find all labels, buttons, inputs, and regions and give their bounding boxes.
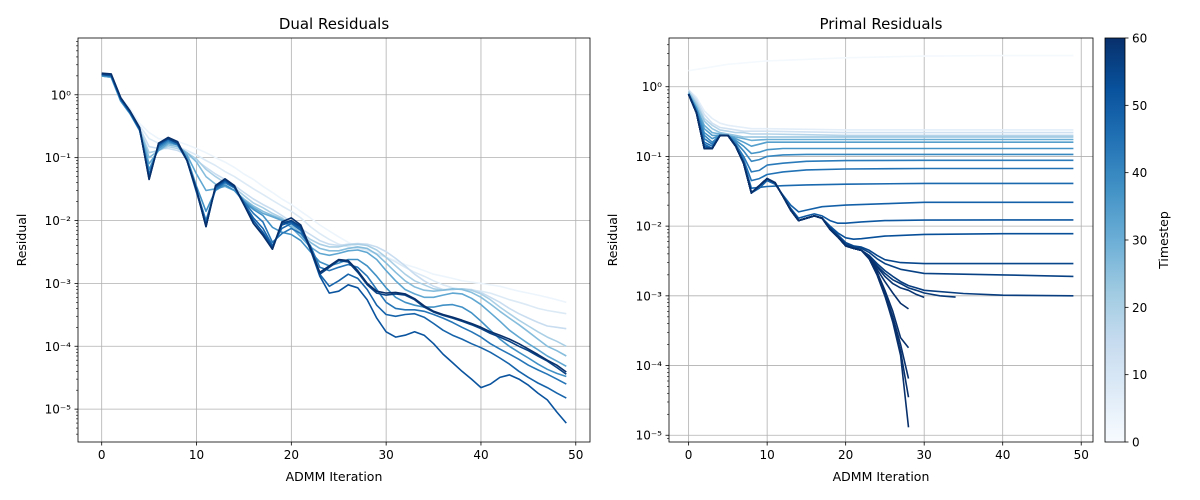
series-lines xyxy=(687,54,1074,428)
series-lines xyxy=(101,72,567,424)
x-tick-label: 20 xyxy=(284,448,299,462)
series-line xyxy=(688,54,1074,72)
series-line xyxy=(687,89,1074,134)
series-line xyxy=(101,73,567,399)
y-tick-label: 10⁻² xyxy=(45,214,72,228)
y-tick-label: 10⁰ xyxy=(642,80,662,94)
series-line xyxy=(101,75,567,378)
y-axis-label: Residual xyxy=(605,214,620,267)
y-tick-label: 10⁻² xyxy=(636,220,663,234)
colorbar-tick-label: 40 xyxy=(1132,166,1147,180)
series-line xyxy=(687,93,1074,155)
x-tick-label: 10 xyxy=(760,448,775,462)
colorbar-tick-label: 30 xyxy=(1132,234,1147,248)
y-tick-label: 10⁻⁵ xyxy=(45,403,72,417)
series-line xyxy=(687,93,1074,173)
primal-residuals-panel: 0 10 20 30 40 50 10⁻⁵ 10⁻⁴ 10⁻³ 10⁻² 10⁻¹ 10⁰ Primal… xyxy=(605,15,1094,484)
series-line xyxy=(101,75,567,330)
series-line xyxy=(687,93,1074,163)
series-line xyxy=(688,89,1074,131)
x-tick-label: 50 xyxy=(568,448,583,462)
y-tick-label: 10⁻¹ xyxy=(45,151,72,165)
x-tick-label: 10 xyxy=(189,448,204,462)
colorbar-tick-label: 0 xyxy=(1132,436,1140,450)
colorbar-label: Timestep xyxy=(1156,211,1171,270)
chart-title: Primal Residuals xyxy=(819,15,942,33)
colorbar-tick-label: 10 xyxy=(1132,368,1147,382)
grid xyxy=(78,38,590,442)
x-tick-label: 30 xyxy=(917,448,932,462)
series-line xyxy=(101,75,567,348)
series-line xyxy=(687,93,910,428)
x-axis-label: ADMM Iteration xyxy=(286,469,383,484)
series-line xyxy=(101,75,567,368)
x-tick-label: 40 xyxy=(473,448,488,462)
series-line xyxy=(687,91,1074,138)
x-tick-label: 20 xyxy=(838,448,853,462)
axes-frame xyxy=(77,37,591,443)
colorbar-gradient xyxy=(1104,37,1126,443)
series-line xyxy=(687,91,1074,137)
axes-frame xyxy=(668,37,1094,443)
series-line xyxy=(687,93,1074,147)
series-line xyxy=(101,75,567,315)
series-line xyxy=(101,75,567,357)
series-line xyxy=(687,93,1074,278)
dual-residuals-panel: 0 10 20 30 40 50 10⁻⁵ 10⁻⁴ 10⁻³ 10⁻² 10⁻¹ 10⁰ Dual R… xyxy=(14,15,591,484)
x-tick-label: 0 xyxy=(685,448,693,462)
series-line xyxy=(101,73,567,385)
chart-title: Dual Residuals xyxy=(279,15,390,33)
series-line xyxy=(101,73,567,375)
y-tick-label: 10⁻⁴ xyxy=(636,359,663,373)
series-line xyxy=(687,93,1074,297)
colorbar-tick-label: 50 xyxy=(1132,99,1147,113)
x-tick-label: 30 xyxy=(379,448,394,462)
y-tick-label: 10⁻³ xyxy=(636,289,663,303)
series-line xyxy=(687,93,1074,213)
series-line xyxy=(687,93,1074,142)
series-line xyxy=(101,72,567,373)
series-line xyxy=(687,93,1074,265)
series-line xyxy=(101,73,567,424)
y-tick-label: 10⁻³ xyxy=(45,277,72,291)
grid xyxy=(669,38,1093,442)
y-tick-label: 10⁻⁵ xyxy=(636,429,663,443)
y-tick-label: 10⁰ xyxy=(51,88,71,102)
series-line xyxy=(687,93,909,310)
x-tick-label: 50 xyxy=(1074,448,1089,462)
colorbar-tick-label: 60 xyxy=(1132,32,1147,46)
x-axis-label: ADMM Iteration xyxy=(833,469,930,484)
x-tick-label: 0 xyxy=(98,448,106,462)
y-axis-label: Residual xyxy=(14,214,29,267)
timestep-colorbar: 0 10 20 30 40 50 60 Timestep xyxy=(1104,32,1171,450)
x-tick-label: 40 xyxy=(995,448,1010,462)
y-tick-label: 10⁻⁴ xyxy=(45,340,72,354)
y-tick-label: 10⁻¹ xyxy=(636,150,663,164)
colorbar-tick-label: 20 xyxy=(1132,301,1147,315)
series-line xyxy=(101,75,567,304)
series-line xyxy=(687,93,1074,182)
